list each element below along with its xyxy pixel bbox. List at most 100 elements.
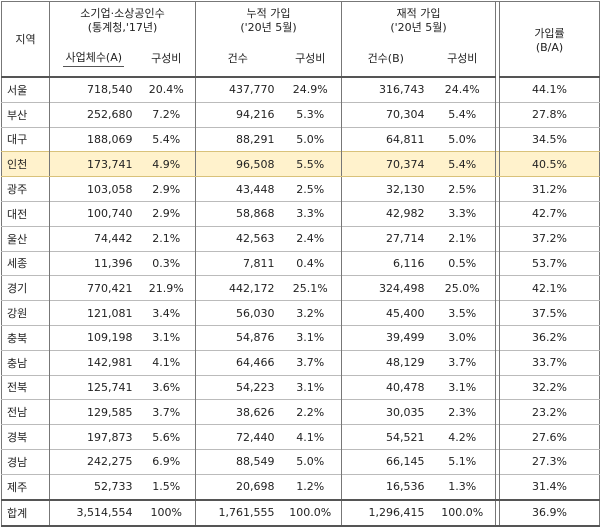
- cell-reg-count: 70,374: [341, 151, 430, 178]
- cell-cum-share: 24.9%: [279, 77, 342, 103]
- cell-rate: 32.2%: [499, 375, 600, 400]
- cell-reg-share: 25.0%: [444, 281, 480, 295]
- cell-cum-count: 64,466: [236, 356, 275, 370]
- table-row: 전남 129,585 3.7% 38,626 2.2% 30,035 2.3% 23.2%: [1, 399, 600, 425]
- cell-cum-count: 7,811: [243, 256, 275, 270]
- cell-region: 경남: [1, 449, 50, 475]
- header-group-cumulative: 누적 가입 ('20년 5월): [195, 1, 342, 40]
- total-row: 합계 3,514,554 100% 1,761,555 100.0% 1,296…: [1, 498, 600, 527]
- cell-cum-count: 72,440: [236, 430, 275, 444]
- header-group-cumulative-line1: 누적 가입: [246, 7, 291, 20]
- total-gap: [495, 498, 500, 527]
- cell-cum-share: 4.1%: [279, 424, 342, 450]
- header-group-registered-line2: ('20년 5월): [390, 21, 447, 34]
- cell-cum-count: 20,698: [236, 480, 275, 494]
- cell-reg-share: 5.4%: [448, 108, 477, 122]
- cell-rate: 40.5%: [499, 151, 600, 178]
- total-cum-share: 100.0%: [279, 498, 342, 527]
- cell-cum-share: 3.7%: [279, 350, 342, 376]
- cell-cum-share: 2.2%: [279, 399, 342, 425]
- total-biz-count: 3,514,554: [49, 498, 138, 527]
- cell-rate: 31.4%: [499, 474, 600, 500]
- cell-biz-share: 3.4%: [137, 300, 196, 326]
- cell-gap: [495, 399, 500, 425]
- cell-cum-count: 38,626: [236, 405, 275, 419]
- table-row: 서울 718,540 20.4% 437,770 24.9% 316,743 24.4% 44…: [1, 77, 600, 103]
- cell-rate: 33.7%: [499, 350, 600, 376]
- cell-reg-count: 6,116: [393, 256, 425, 270]
- cell-biz-count: 142,981: [87, 356, 133, 370]
- header-rate: 가입률 (B/A): [499, 1, 600, 78]
- cell-rate: 31.2%: [499, 176, 600, 202]
- cell-reg-share: 5.0%: [448, 132, 477, 146]
- cell-reg-count: 32,130: [386, 182, 425, 196]
- cell-rate: 34.5%: [499, 127, 600, 152]
- table-row: 광주 103,058 2.9% 43,448 2.5% 32,130 2.5% 31.2%: [1, 176, 600, 202]
- table-row: 대전 100,740 2.9% 58,868 3.3% 42,982 3.3% 42.7%: [1, 201, 600, 227]
- cell-region: 경북: [1, 424, 50, 450]
- cell-reg-share: 3.0%: [448, 331, 477, 345]
- cell-cum-count: 56,030: [236, 306, 275, 320]
- cell-reg-share: 5.4%: [429, 151, 496, 178]
- cell-gap: [495, 226, 500, 252]
- cell-biz-count: 197,873: [87, 430, 133, 444]
- cell-reg-share: 3.1%: [448, 380, 477, 394]
- table-header: 지역 소기업·소상공인수 (통계청,'17년) 누적 가입 ('20년 5월) …: [1, 1, 600, 78]
- cell-rate: 27.3%: [499, 449, 600, 475]
- cell-reg-share: 2.3%: [448, 405, 477, 419]
- table-body: 서울 718,540 20.4% 437,770 24.9% 316,743 24.4% 44…: [1, 77, 600, 500]
- header-rate-line1: 가입률: [534, 26, 565, 40]
- cell-gap: [495, 424, 500, 450]
- cell-cum-count: 96,508: [195, 151, 280, 178]
- cell-reg-count: 70,304: [386, 108, 425, 122]
- table-row: 전북 125,741 3.6% 54,223 3.1% 40,478 3.1% 32.2%: [1, 375, 600, 400]
- cell-region: 제주: [1, 474, 50, 500]
- cell-rate: 44.1%: [499, 77, 600, 103]
- cell-gap: [495, 474, 500, 500]
- cell-region: 서울: [1, 77, 50, 103]
- cell-reg-count: 16,536: [386, 480, 425, 494]
- table-row: 경남 242,275 6.9% 88,549 5.0% 66,145 5.1% 27.3%: [1, 449, 600, 475]
- header-cum-count: 건수: [195, 40, 280, 78]
- cell-gap: [495, 350, 500, 376]
- cell-cum-share: 0.4%: [279, 251, 342, 276]
- cell-reg-share: 4.2%: [448, 430, 477, 444]
- cell-reg-count: 324,498: [379, 281, 425, 295]
- cell-region: 충남: [1, 350, 50, 376]
- header-region: 지역: [1, 1, 50, 78]
- cell-reg-count: 42,982: [386, 207, 425, 221]
- header-reg-count: 건수(B): [341, 40, 430, 78]
- cell-biz-share: 2.1%: [137, 226, 196, 252]
- cell-gap: [495, 449, 500, 475]
- total-reg-share: 100.0%: [429, 498, 496, 527]
- cell-cum-count: 42,563: [236, 232, 275, 246]
- cell-biz-share: 20.4%: [137, 77, 196, 103]
- cell-reg-share: 3.5%: [448, 306, 477, 320]
- cell-region: 전북: [1, 375, 50, 400]
- cell-reg-count: 66,145: [386, 455, 425, 469]
- header-group-business: 소기업·소상공인수 (통계청,'17년): [49, 1, 196, 40]
- cell-rate: 53.7%: [499, 251, 600, 276]
- cell-cum-count: 94,216: [236, 108, 275, 122]
- cell-region: 부산: [1, 102, 50, 128]
- cell-cum-count: 88,549: [236, 455, 275, 469]
- cell-rate: 37.2%: [499, 226, 600, 252]
- header-group-business-line1: 소기업·소상공인수: [80, 7, 165, 20]
- cell-biz-count: 242,275: [87, 455, 133, 469]
- cell-biz-share: 21.9%: [137, 275, 196, 301]
- cell-biz-share: 1.5%: [137, 474, 196, 500]
- table-row: 강원 121,081 3.4% 56,030 3.2% 45,400 3.5% 37.5%: [1, 300, 600, 326]
- cell-reg-count: 30,035: [386, 405, 425, 419]
- cell-region: 울산: [1, 226, 50, 252]
- cell-reg-count: 27,714: [386, 232, 425, 246]
- cell-cum-share: 5.0%: [279, 127, 342, 152]
- cell-region: 대전: [1, 201, 50, 227]
- cell-region: 경기: [1, 275, 50, 301]
- cell-gap: [495, 300, 500, 326]
- total-reg-count: 1,296,415: [341, 498, 430, 527]
- table-row: 인천 173,741 4.9% 96,508 5.5% 70,374 5.4% 40.5%: [1, 151, 600, 178]
- cell-region: 인천: [1, 151, 50, 178]
- cell-biz-share: 5.6%: [137, 424, 196, 450]
- header-biz-count-label: 사업체수(A): [63, 49, 125, 67]
- cell-cum-count: 437,770: [229, 83, 275, 97]
